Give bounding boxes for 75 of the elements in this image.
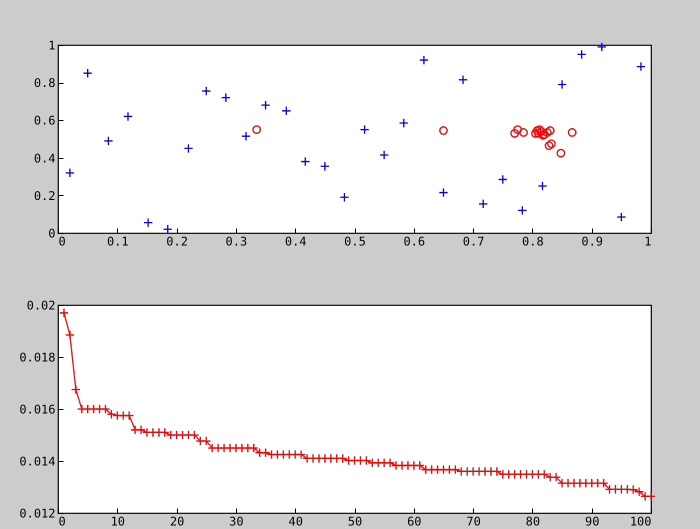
point [162, 224, 173, 234]
point [557, 80, 567, 90]
point [542, 128, 552, 137]
y-tick-label: 0.2 [34, 188, 56, 203]
x-tick-label: 0.8 [522, 234, 544, 248]
y-tick-label: 0.8 [34, 76, 56, 90]
point [360, 124, 370, 134]
point [636, 62, 646, 72]
point [104, 136, 114, 146]
point [538, 181, 548, 191]
x-tick-label: 100 [630, 514, 652, 528]
x-tick-label: 0 [58, 234, 66, 248]
point [517, 206, 528, 216]
y-tick-label: 0.02 [26, 298, 56, 312]
point [439, 126, 448, 135]
point [340, 192, 350, 202]
y-tick-label: 0.012 [19, 506, 56, 520]
point [596, 42, 607, 52]
x-tick-label: 50 [348, 514, 362, 528]
y-tick-label: 0.6 [34, 114, 56, 128]
x-tick-label: 70 [466, 514, 481, 528]
x-tick-label: 0.3 [226, 234, 248, 248]
point [320, 161, 330, 172]
x-tick-label: 0.9 [581, 234, 604, 248]
point [252, 125, 262, 134]
point [300, 156, 310, 166]
x-tick-label: 0.1 [106, 234, 129, 248]
point [220, 92, 231, 102]
y-tick-label: 0.016 [19, 402, 56, 416]
point [519, 128, 528, 137]
point [544, 141, 554, 150]
x-tick-label: 60 [407, 514, 422, 528]
point [546, 126, 555, 135]
point [531, 129, 540, 138]
point [65, 168, 75, 178]
point [398, 118, 409, 128]
point [556, 148, 566, 158]
x-tick-label: 0.2 [166, 234, 188, 248]
x-tick-label: 0.4 [284, 234, 307, 248]
x-tick-label: 80 [526, 514, 540, 528]
point [201, 86, 212, 96]
point [616, 212, 626, 222]
point [568, 128, 576, 137]
x-tick-label: 0 [58, 514, 66, 528]
point [82, 68, 92, 78]
x-tick-label: 1 [644, 234, 652, 248]
y-tick-label: 0.4 [34, 151, 56, 166]
point [532, 126, 542, 135]
point [438, 188, 448, 198]
x-tick-label: 0.5 [344, 234, 366, 248]
y-tick-label: 0.014 [19, 454, 56, 468]
point [419, 55, 429, 65]
point [241, 131, 251, 142]
point [260, 100, 270, 110]
x-tick-label: 40 [288, 514, 303, 528]
point [547, 139, 556, 148]
point [143, 218, 153, 228]
point [576, 50, 586, 60]
x-tick-label: 10 [110, 514, 126, 528]
x-tick-label: 20 [170, 514, 184, 528]
point [510, 129, 519, 138]
point [123, 112, 133, 122]
point [513, 125, 522, 134]
x-tick-label: 30 [229, 514, 244, 528]
point [458, 74, 468, 85]
point [478, 199, 488, 209]
x-tick-label: 90 [584, 514, 600, 528]
point [184, 144, 194, 154]
point [498, 174, 508, 184]
x-tick-label: 0.7 [462, 234, 484, 248]
x-tick-label: 0.6 [403, 234, 426, 248]
y-tick-label: 1 [48, 38, 56, 52]
y-tick-label: 0.018 [19, 350, 56, 364]
point [281, 106, 292, 116]
point [379, 150, 389, 160]
